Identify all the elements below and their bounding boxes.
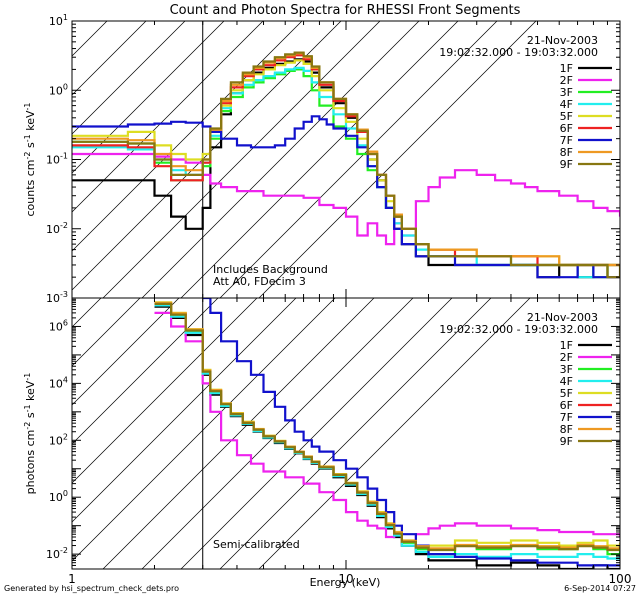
hatch-line [0,229,131,569]
legend-label: 6F [560,122,573,135]
counts-panel: 10-3 10-2 10-1 100 101 counts cm-2 s-1 keV-1 2… [0,0,621,305]
hatch-line [72,298,336,562]
hatch-line [180,21,459,298]
hatch-line [72,21,342,291]
hatch-line [219,298,492,569]
y-tick-label: 10-2 [46,221,68,236]
series-1f [72,58,620,279]
x-tick-label: 100 [609,572,632,586]
series-group [154,298,620,569]
hatch-line [72,298,258,484]
series-7f [72,115,620,279]
legend-label: 3F [560,363,573,376]
y-tick-label: 10-3 [46,290,68,305]
legend-label: 7F [560,134,573,147]
series-5f [154,301,620,547]
legend-label: 8F [560,146,573,159]
y-tick-label: 102 [49,432,68,447]
panel-date: 21-Nov-2003 [527,311,598,324]
hatch-region [0,0,537,298]
hatch-line [72,21,264,213]
x-tick-label: 1 [68,572,76,586]
series-4f [154,304,620,560]
panel-annotation: Includes Background [213,263,328,276]
y-axis-label: counts cm-2 s-1 keV-1 [23,103,38,217]
y-axis-label: photons cm-2 s-1 keV-1 [23,373,38,495]
y-tick-label: 100 [49,82,68,97]
legend-label: 9F [560,158,573,171]
legend-label: 6F [560,399,573,412]
y-tick-label: 106 [49,318,68,333]
y-tick-label: 101 [49,13,68,28]
hatch-region [0,229,531,569]
hatch-line [258,298,531,569]
legend-label: 8F [560,423,573,436]
footer-timestamp: 6-Sep-2014 07:27 [564,584,636,593]
series-group [72,51,620,279]
hatch-line [180,298,453,569]
hatch-line [72,298,180,406]
hatch-line [72,21,303,252]
y-tick-label: 10-1 [46,152,68,167]
series-9f [72,51,620,279]
legend-label: 4F [560,98,573,111]
legend-label: 2F [560,351,573,364]
panel-time-range: 19:02:32.000 - 19:03:32.000 [439,46,598,59]
legend-label: 9F [560,435,573,448]
footer-generator: Generated by hsi_spectrum_check_dets.pro [4,584,180,593]
photons-panel: 1 10 100 10-2 100 102 104 106 photons cm-2 s-1 k… [0,229,632,586]
hatch-line [72,21,186,135]
series-2f [154,311,620,542]
legend-label: 1F [560,62,573,75]
hatch-line [72,21,225,174]
hatch-line [0,0,92,298]
hatch-line [141,21,420,298]
x-axis-label: Energy (keV) [310,576,381,589]
series-9f [154,302,620,552]
legend-label: 7F [560,411,573,424]
panel-date: 21-Nov-2003 [527,34,598,47]
legend-label: 4F [560,375,573,388]
figure-title: Count and Photon Spectra for RHESSI Fron… [170,3,521,18]
hatch-line [0,0,131,298]
legend-label: 3F [560,86,573,99]
y-tick-label: 104 [49,375,68,390]
hatch-line [102,21,381,298]
panel-annotation: Att A0, FDecim 3 [213,275,306,288]
panel-annotation: Semi-calibrated [213,538,300,551]
y-tick-label: 100 [49,489,68,504]
series-2f [72,152,620,246]
hatch-line [72,298,219,445]
x-tick-label: 10 [338,572,353,586]
hatch-line [102,298,375,569]
legend-label: 2F [560,74,573,87]
legend-label: 5F [560,387,573,400]
hatch-line [219,21,498,298]
series-7f [202,298,620,567]
panel-time-range: 19:02:32.000 - 19:03:32.000 [439,323,598,336]
hatch-line [72,298,297,523]
legend-label: 1F [560,339,573,352]
y-tick-label: 10-2 [46,546,68,561]
hatch-line [141,298,414,569]
hatch-line [258,21,537,298]
legend-label: 5F [560,110,573,123]
